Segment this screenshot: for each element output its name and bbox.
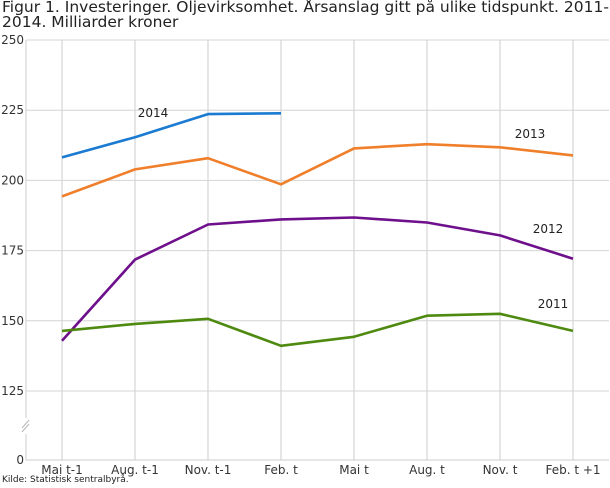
- y-tick-label: 0: [16, 453, 24, 467]
- x-tick-label: Mai t-1: [41, 463, 83, 477]
- y-tick-label: 225: [1, 103, 24, 117]
- x-tick-label: Nov. t: [483, 463, 518, 477]
- series-line-2012: [61, 216, 574, 342]
- y-tick-label: 250: [1, 33, 24, 47]
- series-line-2013: [61, 142, 574, 198]
- y-tick-label: 150: [1, 314, 24, 328]
- axis-break-icon: [21, 419, 30, 429]
- source-note: Kilde: Statistisk sentralbyrå.: [2, 475, 129, 485]
- series-line-2011: [61, 312, 574, 348]
- x-tick-label: Feb. t: [264, 463, 298, 477]
- x-tick-label: Aug. t: [409, 463, 445, 477]
- chart-title: Figur 1. Investeringer. Oljevirksomhet. …: [2, 0, 609, 31]
- axis-break-icon: [21, 423, 30, 433]
- x-tick-label: Mai t: [339, 463, 369, 477]
- x-tick-label: Aug. t-1: [111, 463, 159, 477]
- series-label-2013: 2013: [515, 127, 546, 141]
- y-tick-label: 200: [1, 173, 24, 187]
- y-tick-label: 175: [1, 244, 24, 258]
- series-line-2014: [61, 112, 282, 159]
- x-tick-label: Nov. t-1: [185, 463, 232, 477]
- series-label-2014: 2014: [138, 106, 169, 120]
- series-label-2011: 2011: [538, 297, 569, 311]
- series-label-2012: 2012: [533, 222, 564, 236]
- y-tick-label: 125: [1, 384, 24, 398]
- x-tick-label: Feb. t +1: [545, 463, 600, 477]
